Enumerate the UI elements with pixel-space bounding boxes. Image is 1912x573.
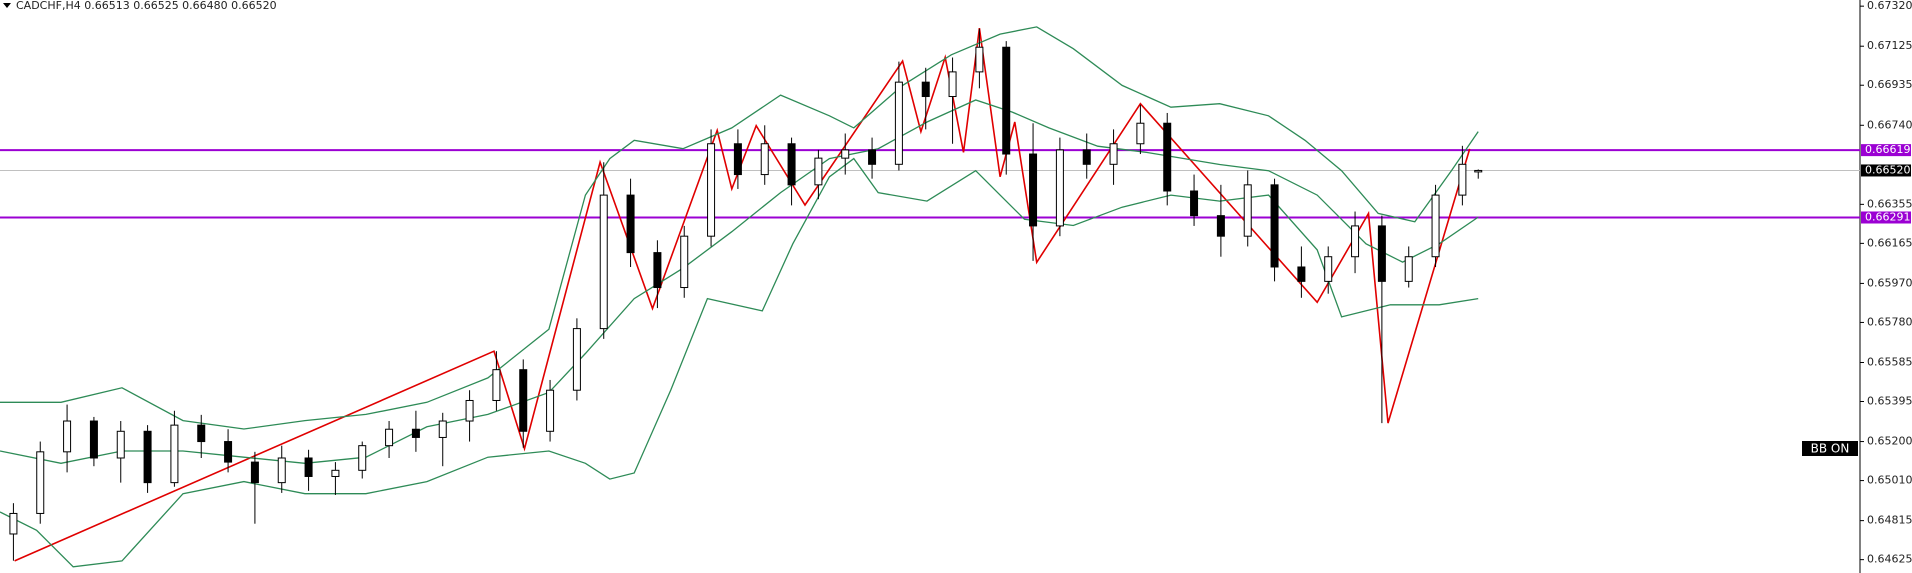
candle-body bbox=[116, 430, 125, 459]
candle-body bbox=[572, 328, 581, 391]
y-tick-label: 0.66935 bbox=[1867, 78, 1912, 91]
y-tick-label: 0.65780 bbox=[1867, 315, 1912, 328]
candle-body bbox=[1190, 190, 1199, 217]
candle-body bbox=[814, 157, 823, 186]
candle-body bbox=[733, 143, 742, 176]
current-price-tag bbox=[1861, 164, 1911, 177]
candle-body bbox=[1458, 163, 1467, 196]
y-tick-label: 0.65585 bbox=[1867, 355, 1912, 368]
candle-body bbox=[599, 194, 608, 330]
level-tag bbox=[1861, 211, 1911, 224]
candle-body bbox=[89, 420, 98, 459]
candle-body bbox=[250, 461, 259, 484]
candle-body bbox=[653, 252, 662, 289]
candle-body bbox=[304, 457, 313, 477]
y-tick-label: 0.66740 bbox=[1867, 118, 1912, 131]
candle-body bbox=[1055, 149, 1064, 227]
candle-body bbox=[626, 194, 635, 254]
candle-body bbox=[1136, 122, 1145, 145]
candle-body bbox=[492, 369, 501, 401]
candle-body bbox=[358, 445, 367, 471]
current-price-label: 0.66520 bbox=[1865, 163, 1911, 176]
y-tick-label: 0.65970 bbox=[1867, 276, 1912, 289]
candle-body bbox=[1297, 266, 1306, 282]
bollinger-band bbox=[0, 26, 1479, 430]
y-tick-label: 0.65395 bbox=[1867, 395, 1912, 408]
candle-body bbox=[948, 71, 957, 98]
menu-arrow[interactable] bbox=[3, 3, 11, 8]
zigzag-line bbox=[14, 27, 1471, 562]
candle-body bbox=[1163, 122, 1172, 192]
y-tick-label: 0.66165 bbox=[1867, 236, 1912, 249]
y-tick-label: 0.67125 bbox=[1867, 39, 1912, 52]
y-tick-label: 0.66355 bbox=[1867, 197, 1912, 210]
candle-body bbox=[465, 399, 474, 422]
indicator-badge bbox=[1802, 441, 1858, 456]
candle-body bbox=[143, 430, 152, 484]
candle-body bbox=[760, 143, 769, 176]
candle-body bbox=[1029, 153, 1038, 227]
candle-body bbox=[707, 143, 716, 237]
candle-body bbox=[1270, 184, 1279, 268]
symbol-header: CADCHF,H4 0.66513 0.66525 0.66480 0.6652… bbox=[16, 0, 277, 12]
candle-body bbox=[385, 428, 394, 447]
candle-body bbox=[331, 469, 340, 477]
candle-body bbox=[680, 235, 689, 289]
level-tag-label: 0.66619 bbox=[1865, 143, 1911, 156]
candle-body bbox=[224, 441, 233, 463]
candle-body bbox=[1351, 225, 1360, 258]
candle-body bbox=[277, 457, 286, 484]
candle-body bbox=[9, 512, 18, 535]
candle-body bbox=[197, 424, 206, 443]
candle-body bbox=[1243, 184, 1252, 237]
candle-body bbox=[1109, 143, 1118, 165]
indicator-badge-label: BB ON bbox=[1811, 442, 1850, 456]
candle-body bbox=[894, 81, 903, 165]
candle-body bbox=[868, 149, 877, 165]
candle-body bbox=[921, 81, 930, 98]
candle-body bbox=[1377, 225, 1386, 282]
candle-body bbox=[63, 420, 72, 453]
candle-body bbox=[438, 420, 447, 438]
candle-body bbox=[519, 369, 528, 432]
candle-body bbox=[1216, 215, 1225, 237]
candle-body bbox=[975, 46, 984, 73]
bollinger-band bbox=[0, 157, 1479, 568]
candle-body bbox=[1082, 149, 1091, 165]
y-tick-label: 0.64815 bbox=[1867, 514, 1912, 527]
candle-body bbox=[170, 424, 179, 484]
bollinger-band bbox=[0, 99, 1479, 464]
candle-body bbox=[546, 389, 555, 432]
candle-body bbox=[411, 428, 420, 438]
y-tick-label: 0.65200 bbox=[1867, 435, 1912, 448]
candle-body bbox=[1404, 256, 1413, 282]
candle-body bbox=[1324, 256, 1333, 282]
level-tag-label: 0.66291 bbox=[1865, 210, 1911, 223]
candle-body bbox=[1002, 46, 1011, 155]
candle-body bbox=[36, 451, 45, 514]
y-tick-label: 0.67320 bbox=[1867, 0, 1912, 12]
candle-body bbox=[1431, 194, 1440, 258]
candle-body bbox=[1474, 169, 1483, 173]
level-tag bbox=[1861, 144, 1911, 157]
candle-body bbox=[841, 149, 850, 159]
y-tick-label: 0.64625 bbox=[1867, 553, 1912, 566]
y-tick-label: 0.65010 bbox=[1867, 474, 1912, 487]
candle-body bbox=[787, 143, 796, 186]
